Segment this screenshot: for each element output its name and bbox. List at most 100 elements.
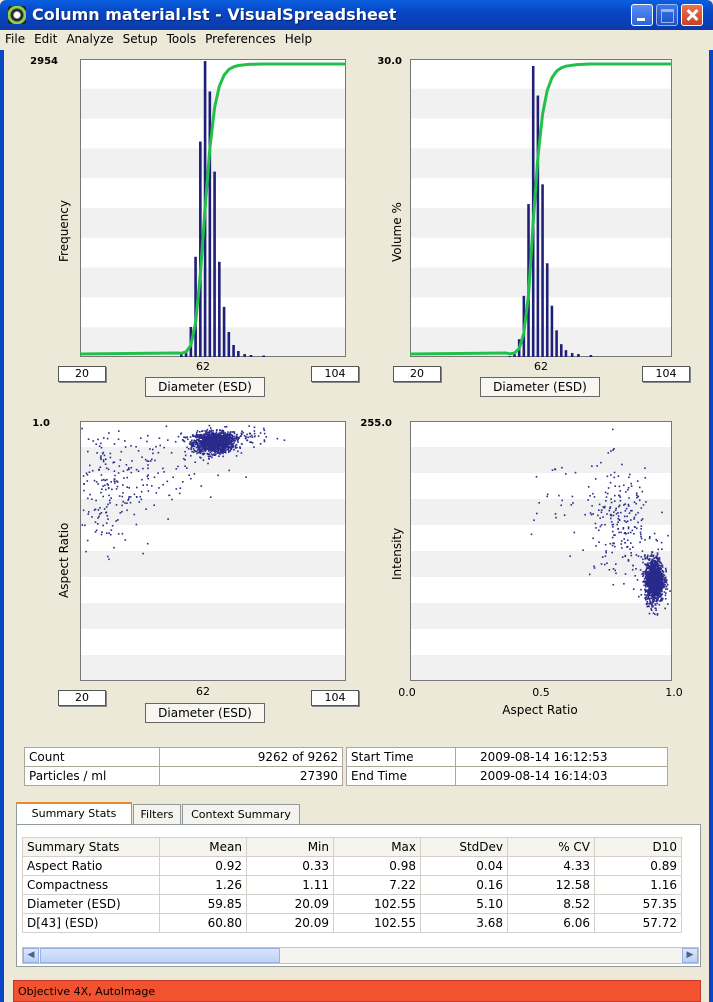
tab-context-summary[interactable]: Context Summary: [182, 804, 300, 824]
scatter-point: [87, 513, 90, 515]
scatter-point: [89, 464, 91, 467]
scatter-point: [598, 503, 601, 506]
scroll-left-icon[interactable]: ◀: [23, 948, 39, 963]
maximize-button[interactable]: [656, 4, 678, 26]
scroll-thumb[interactable]: [40, 948, 280, 963]
chart2-xmax-field[interactable]: 104: [642, 366, 690, 382]
stats-header-cv[interactable]: % CV: [507, 837, 595, 857]
menu-edit[interactable]: Edit: [34, 32, 58, 46]
scatter-point: [656, 560, 659, 563]
chart1-xmin-field[interactable]: 20: [58, 366, 106, 382]
scatter-point: [220, 435, 222, 438]
scatter-point: [653, 594, 656, 596]
scatter-point: [623, 484, 625, 487]
title-bar[interactable]: Column material.lst - VisualSpreadsheet: [0, 0, 713, 30]
grid-band: [410, 551, 672, 577]
cell-d10: 1.16: [594, 875, 682, 895]
scatter-point: [253, 430, 256, 432]
chart1-xmax-field[interactable]: 104: [311, 366, 359, 382]
menu-file[interactable]: File: [5, 32, 26, 46]
scatter-point: [86, 474, 89, 476]
scatter-point: [573, 531, 576, 534]
frequency-histogram[interactable]: [80, 59, 346, 357]
stats-header-mean[interactable]: Mean: [159, 837, 247, 857]
menu-analyze[interactable]: Analyze: [66, 32, 114, 46]
scroll-right-icon[interactable]: ▶: [682, 948, 698, 963]
scatter-point: [250, 441, 252, 443]
chart3-xmin-field[interactable]: 20: [58, 690, 106, 706]
scatter-point: [119, 512, 122, 514]
scatter-point: [635, 568, 637, 570]
table-row[interactable]: Compactness 1.26 1.11 7.22 0.16 12.58 1.…: [22, 875, 682, 895]
stats-header-d10[interactable]: D10: [594, 837, 682, 857]
scatter-point: [648, 571, 650, 574]
scatter-point: [657, 562, 659, 565]
scatter-point: [206, 443, 208, 446]
count-label: Count: [24, 747, 160, 767]
scatter-point: [237, 437, 240, 440]
chart2-xlabel[interactable]: Diameter (ESD): [480, 377, 600, 397]
scatter-point: [177, 465, 179, 468]
scatter-point: [649, 568, 652, 570]
horizontal-scrollbar[interactable]: ◀ ▶: [22, 947, 699, 964]
menu-preferences[interactable]: Preferences: [205, 32, 276, 46]
app-icon[interactable]: [8, 6, 26, 24]
grid-band: [410, 327, 672, 357]
stats-header-min[interactable]: Min: [246, 837, 334, 857]
scatter-point: [170, 452, 173, 454]
scatter-point: [613, 448, 615, 450]
scatter-point: [208, 432, 210, 434]
close-button[interactable]: [681, 4, 703, 26]
scatter-point: [227, 433, 229, 436]
scatter-point: [88, 471, 91, 473]
intensity-scatter[interactable]: [410, 421, 672, 681]
stats-header-stddev[interactable]: StdDev: [420, 837, 508, 857]
scatter-point: [640, 535, 642, 538]
scatter-point: [210, 450, 213, 453]
row-name: Diameter (ESD): [22, 894, 160, 914]
tab-filters[interactable]: Filters: [133, 804, 181, 824]
scatter-point: [259, 432, 262, 434]
scatter-point: [228, 436, 230, 438]
grid-band: [80, 655, 346, 681]
chart1-xlabel[interactable]: Diameter (ESD): [145, 377, 265, 397]
table-row[interactable]: Aspect Ratio 0.92 0.33 0.98 0.04 4.33 0.…: [22, 856, 682, 876]
menu-help[interactable]: Help: [284, 32, 313, 46]
scatter-point: [626, 539, 629, 541]
chart2-xmin-field[interactable]: 20: [393, 366, 441, 382]
scatter-point: [215, 436, 218, 438]
scatter-point: [662, 576, 664, 578]
table-row[interactable]: D[43] (ESD) 60.80 20.09 102.55 3.68 6.06…: [22, 913, 682, 933]
tab-summary-stats[interactable]: Summary Stats: [16, 802, 132, 825]
scatter-point: [220, 448, 222, 450]
volume-histogram[interactable]: [410, 59, 672, 357]
aspect-ratio-scatter[interactable]: [80, 421, 346, 681]
stats-header-name[interactable]: Summary Stats: [22, 837, 160, 857]
histogram-bar: [570, 353, 574, 357]
chart3-xmax-field[interactable]: 104: [311, 690, 359, 706]
menu-tools[interactable]: Tools: [166, 32, 197, 46]
scatter-point: [184, 454, 187, 457]
scatter-point: [202, 445, 205, 447]
scatter-point: [589, 512, 592, 514]
end-time-label: End Time: [346, 766, 456, 786]
scatter-point: [216, 450, 219, 453]
chart3-xlabel[interactable]: Diameter (ESD): [145, 703, 265, 723]
scatter-point: [536, 512, 538, 515]
scatter-point: [202, 444, 205, 446]
stats-header-max[interactable]: Max: [333, 837, 421, 857]
scatter-point: [656, 571, 658, 574]
menu-setup[interactable]: Setup: [122, 32, 158, 46]
scatter-point: [217, 438, 219, 440]
scatter-point: [609, 514, 612, 516]
scatter-point: [200, 449, 202, 451]
scatter-point: [654, 604, 657, 606]
scatter-point: [184, 436, 186, 439]
scatter-point: [162, 483, 164, 486]
minimize-button[interactable]: [631, 4, 653, 26]
table-row[interactable]: Diameter (ESD) 59.85 20.09 102.55 5.10 8…: [22, 894, 682, 914]
scatter-point: [215, 433, 217, 436]
chart2-ylabel: Volume %: [390, 202, 404, 262]
scatter-point: [602, 516, 604, 518]
scatter-point: [645, 563, 648, 566]
